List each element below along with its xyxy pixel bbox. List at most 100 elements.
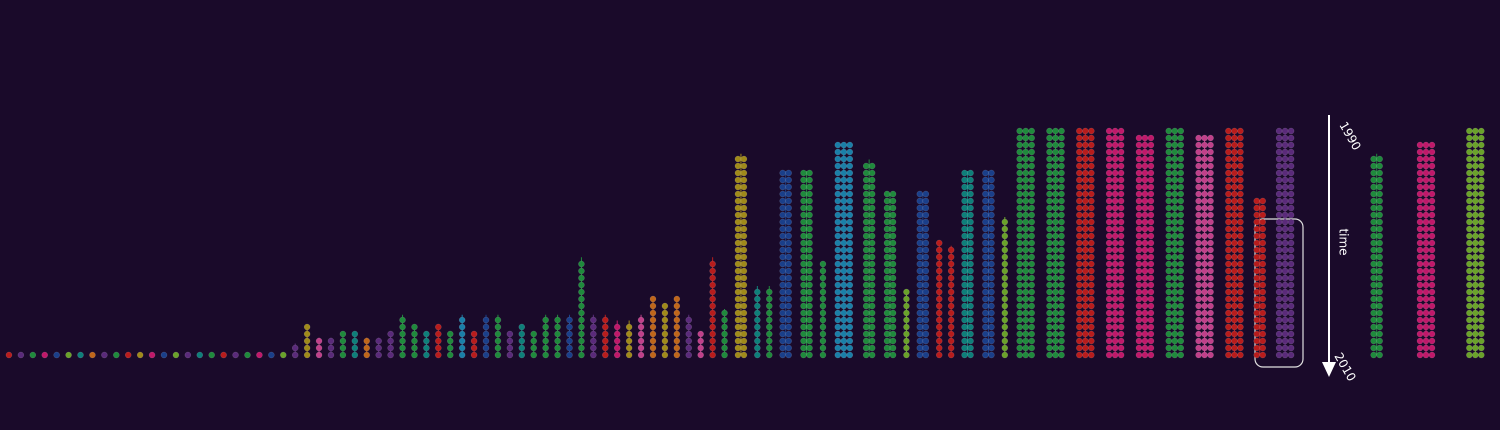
- dot: [1016, 337, 1023, 345]
- dot: [1076, 176, 1083, 184]
- dot: [883, 344, 891, 352]
- dot: [1281, 232, 1289, 240]
- dot: [1082, 148, 1089, 156]
- dot: [1195, 267, 1202, 275]
- dot: [1281, 260, 1289, 268]
- dot: [1253, 260, 1260, 268]
- dot: [1287, 183, 1295, 191]
- dot: [1231, 253, 1238, 261]
- dot: [1117, 211, 1125, 219]
- dot: [846, 239, 854, 247]
- dot: [1472, 204, 1479, 212]
- dot: [1466, 176, 1473, 184]
- dot: [1177, 351, 1185, 359]
- dot: [446, 344, 454, 352]
- dot: [1472, 337, 1479, 345]
- dot: [303, 351, 311, 359]
- dot: [800, 253, 807, 261]
- dot: [1370, 190, 1377, 198]
- dot: [327, 344, 335, 352]
- dot: [1287, 225, 1295, 233]
- dot: [1147, 239, 1155, 247]
- dot: [685, 323, 693, 331]
- dot: [982, 225, 989, 233]
- dot: [1001, 232, 1009, 240]
- dot: [1111, 330, 1119, 338]
- dot: [862, 225, 870, 233]
- dot: [1201, 141, 1208, 149]
- dot: [1088, 274, 1095, 282]
- dot: [779, 344, 786, 352]
- dot: [363, 344, 371, 352]
- dot: [1082, 260, 1089, 268]
- dot: [1076, 197, 1083, 205]
- dot: [625, 351, 633, 359]
- axis-end-label: 2010: [1331, 350, 1358, 383]
- dot: [982, 344, 989, 352]
- dot: [1416, 169, 1424, 177]
- dot: [482, 344, 490, 352]
- dot: [819, 344, 827, 352]
- dot: [800, 169, 807, 177]
- dot: [1466, 260, 1473, 268]
- dot: [375, 351, 382, 359]
- dot: [1141, 141, 1149, 149]
- dot: [1141, 148, 1149, 156]
- dot: [1478, 288, 1485, 296]
- dot: [1472, 211, 1479, 219]
- dot: [800, 344, 807, 352]
- dot: [734, 169, 742, 177]
- dot: [1082, 204, 1089, 212]
- dot: [916, 288, 924, 296]
- dot: [1111, 309, 1119, 317]
- dot: [967, 309, 974, 317]
- dot: [220, 351, 227, 359]
- dot: [1259, 274, 1266, 282]
- dot: [889, 337, 897, 345]
- dot: [889, 197, 897, 205]
- dot: [1370, 295, 1377, 303]
- dot: [1016, 351, 1023, 359]
- dot: [113, 351, 120, 359]
- dot: [1207, 239, 1214, 247]
- dot: [1428, 337, 1436, 345]
- dot: [1225, 288, 1232, 296]
- dot: [1135, 141, 1143, 149]
- dot: [1281, 225, 1289, 233]
- dot: [754, 295, 761, 303]
- dot: [800, 190, 807, 198]
- dot: [840, 274, 848, 282]
- dot: [1028, 183, 1035, 191]
- dot: [1478, 141, 1485, 149]
- dot: [1001, 225, 1009, 233]
- dot: [1231, 225, 1238, 233]
- dot: [1287, 148, 1295, 156]
- dot: [1225, 330, 1232, 338]
- dot: [1422, 246, 1430, 254]
- dot: [1028, 309, 1035, 317]
- dot: [1022, 330, 1029, 338]
- dot: [834, 211, 842, 219]
- dot: [590, 316, 597, 324]
- dot: [779, 267, 786, 275]
- dot: [1022, 176, 1029, 184]
- dot: [1237, 267, 1244, 275]
- dot: [982, 204, 989, 212]
- dot: [1416, 239, 1424, 247]
- dot-columns: [5, 127, 1485, 359]
- dot: [1177, 141, 1185, 149]
- dot: [1275, 162, 1283, 170]
- dot: [740, 183, 748, 191]
- dot: [1287, 176, 1295, 184]
- dot: [1225, 239, 1232, 247]
- dot: [862, 246, 870, 254]
- dot: [554, 337, 561, 345]
- dot: [889, 281, 897, 289]
- dot: [988, 344, 995, 352]
- dot: [1141, 246, 1149, 254]
- dot: [1466, 162, 1473, 170]
- dot: [435, 351, 442, 359]
- dot: [291, 344, 299, 352]
- dot: [1237, 197, 1244, 205]
- dot: [982, 267, 989, 275]
